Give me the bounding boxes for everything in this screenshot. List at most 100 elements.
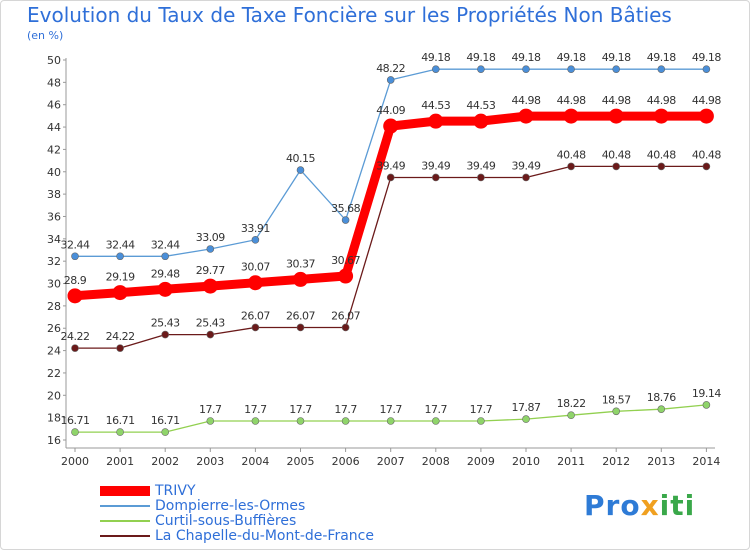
data-point [563,108,579,124]
data-label: 33.09 [196,231,225,244]
legend-swatch [100,520,150,522]
data-label: 49.18 [421,51,450,64]
y-tick-label: 22 [47,367,61,380]
data-label: 39.49 [512,159,541,172]
data-label: 18.57 [602,393,631,406]
y-tick-label: 40 [47,166,61,179]
y-tick-label: 16 [47,434,61,447]
y-tick-label: 32 [47,255,61,268]
data-point [338,268,354,284]
data-point [206,417,215,425]
data-label: 26.07 [241,309,270,322]
chart-axes: 16 18 20 22 24 26 28 30 32 34 36 38 40 42 44 46 48 50 2000… [47,54,720,468]
x-tick-label: 2002 [151,455,179,468]
data-point [473,113,489,129]
data-point [251,323,260,332]
data-point [612,65,621,73]
legend-label: Curtil-sous-Buffières [155,513,297,529]
data-label: 19.14 [692,387,721,400]
data-point [522,415,530,423]
data-label: 17.7 [199,403,222,416]
data-point [71,344,79,352]
data-label: 32.44 [61,238,90,251]
legend-label: TRIVY [155,483,196,499]
y-tick-label: 24 [47,345,61,358]
data-label: 35.68 [331,202,360,215]
x-tick-label: 2013 [647,455,675,468]
data-point [341,417,350,425]
data-label: 26.07 [331,309,360,322]
data-point [431,417,440,425]
x-tick-label: 2010 [512,455,540,468]
data-point [657,162,666,171]
data-label: 40.48 [557,148,586,161]
y-tick-label: 30 [47,278,61,291]
data-point [567,162,575,171]
x-tick-label: 2005 [287,455,315,468]
data-point [386,76,395,84]
data-label: 49.18 [557,51,586,64]
x-tick-label: 2006 [332,455,360,468]
x-tick-label: 2000 [61,455,89,468]
data-point [702,162,711,171]
chart-unit-label: (en %) [27,29,64,42]
data-label: 29.19 [106,271,135,284]
data-point [698,108,714,124]
x-tick-label: 2001 [106,455,134,468]
legend-label: La Chapelle-du-Mont-de-France [155,528,374,544]
data-label: 17.7 [334,403,357,416]
data-point [522,65,530,73]
data-point [116,344,124,352]
data-label: 30.67 [331,254,360,267]
data-label: 32.44 [106,238,135,251]
data-label: 17.7 [289,403,312,416]
data-label: 29.48 [151,267,180,280]
data-point [477,65,485,73]
data-label: 49.18 [602,51,631,64]
data-point [522,173,530,182]
data-point [296,323,305,332]
legend-label: Dompierre-les-Ormes [155,498,306,514]
data-point [161,252,169,261]
data-point [428,113,444,129]
y-tick-label: 28 [47,300,61,313]
data-label: 18.22 [557,397,586,410]
data-point [116,428,124,436]
data-label: 39.49 [376,159,405,172]
data-label: 30.37 [286,257,315,270]
data-labels: 28.9 29.19 29.48 29.77 30.07 30.37 30.67 44.09 4… [61,51,722,427]
data-label: 26.07 [286,309,315,322]
data-point [657,65,666,73]
data-point [431,65,440,73]
data-point [202,278,218,294]
x-tick-label: 2011 [557,455,585,468]
chart-title: Evolution du Taux de Taxe Foncière sur l… [27,3,672,27]
x-tick-label: 2008 [422,455,450,468]
data-label: 17.7 [470,403,493,416]
data-point [161,330,169,339]
y-tick-label: 26 [47,322,61,335]
legend-swatch [100,505,150,507]
data-point [116,252,124,261]
data-label: 24.22 [106,330,135,343]
legend-swatch [100,535,150,537]
data-label: 17.7 [425,403,448,416]
data-label: 44.53 [421,99,450,112]
x-tick-label: 2003 [196,455,224,468]
x-tick-label: 2014 [692,455,720,468]
data-point [612,162,621,171]
data-point [477,173,485,182]
data-label: 44.98 [512,94,541,107]
data-label: 49.18 [692,51,721,64]
data-label: 30.07 [241,261,270,274]
data-label: 49.18 [512,51,541,64]
data-label: 28.9 [64,274,87,287]
series-lines [67,65,714,436]
data-label: 39.49 [421,159,450,172]
y-tick-label: 46 [47,99,61,112]
x-tick-label: 2012 [602,455,630,468]
data-label: 16.71 [151,414,180,427]
data-label: 24.22 [61,330,90,343]
data-point [431,173,440,182]
